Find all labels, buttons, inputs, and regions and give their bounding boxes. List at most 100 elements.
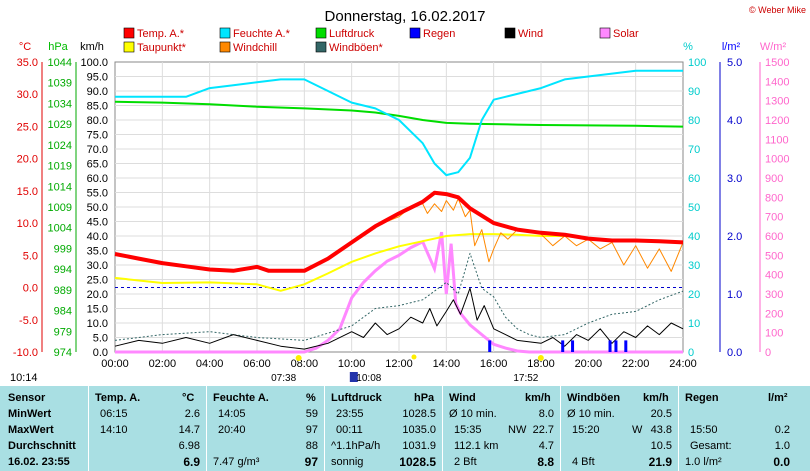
- pressure-tick-label: 1019: [48, 161, 72, 173]
- weather-chart: Donnerstag, 16.02.2017 © Weber Mike Temp…: [12, 5, 806, 384]
- series-temp: [114, 190, 684, 273]
- wind-unit: km/h: [525, 392, 551, 404]
- series-windchill: [327, 198, 684, 272]
- temp-tick-label: 35.0: [17, 57, 38, 69]
- solar-tick-label: 1200: [765, 115, 789, 127]
- solar-tick-label: 800: [765, 192, 783, 204]
- wind-header: Wind: [449, 392, 476, 404]
- humidity-max-time: 20:40: [218, 424, 246, 436]
- legend-swatch-regen: [409, 27, 421, 39]
- legend-swatch-windb-en: [315, 41, 327, 53]
- legend-label-windchill: Windchill: [233, 42, 277, 54]
- rain-bar: [614, 340, 618, 352]
- rain-total-value: 1.0: [774, 440, 790, 452]
- temp-tick-label: 5.0: [23, 250, 38, 262]
- pressure-tick-label: 1024: [48, 140, 72, 152]
- wind-run: 112.1 km: [454, 440, 499, 452]
- time-tick-label: 02:00: [149, 358, 177, 370]
- humidity-tick-label: 50: [688, 202, 700, 214]
- column-divider: [678, 386, 679, 471]
- wind-tick-label: 20.0: [87, 289, 108, 301]
- pressure-tick-label: 994: [54, 264, 72, 276]
- time-tick-label: 00:00: [101, 358, 129, 370]
- gust-max-value: 43.8: [650, 424, 672, 436]
- humidity-tick-label: 20: [688, 289, 700, 301]
- legend-swatch-luftdruck: [315, 27, 327, 39]
- series-solar: [115, 231, 683, 354]
- temp-tick-label: -10.0: [13, 347, 38, 359]
- temp-avg-value: 6.98: [178, 440, 200, 452]
- rain-tick-label: 2.0: [727, 231, 742, 243]
- pressure-trend: ^1.1hPa/h: [331, 440, 381, 452]
- legend-swatch-wind: [504, 27, 516, 39]
- rain-axis-unit: l/m²: [722, 41, 741, 53]
- legend-label-taupunkt: Taupunkt*: [137, 42, 187, 54]
- legend-swatch-feuchte-a: [219, 27, 231, 39]
- column-divider: [442, 386, 443, 471]
- wind-avg10-value: 8.0: [538, 408, 554, 420]
- sensor-header: Sensor: [8, 392, 46, 404]
- pressure-avg-value: 1031.9: [402, 440, 436, 452]
- solar-tick-label: 300: [765, 289, 783, 301]
- weather-condition: sonnig: [331, 456, 364, 468]
- humidity-tick-label: 40: [688, 231, 700, 243]
- time-tick-label: 06:00: [243, 358, 271, 370]
- temp-tick-label: 0.0: [23, 283, 38, 295]
- moonset-time: 10:08: [356, 373, 381, 384]
- wind-tick-label: 40.0: [87, 231, 108, 243]
- solar-tick-label: 200: [765, 308, 783, 320]
- humidity-max-value: 97: [305, 424, 318, 436]
- chart-series: [114, 69, 684, 354]
- credit-label: © Weber Mike: [749, 5, 806, 15]
- wind-avg-label: Ø 10 min.: [449, 408, 497, 420]
- wind-max-time: 15:35: [454, 424, 482, 436]
- humidity-tick-label: 30: [688, 260, 700, 272]
- wind-tick-label: 60.0: [87, 173, 108, 185]
- column-divider: [560, 386, 561, 471]
- temp-axis-unit: °C: [19, 41, 31, 53]
- column-divider: [324, 386, 325, 471]
- temp-max-value: 14.7: [178, 424, 200, 436]
- legend-swatch-solar: [599, 27, 611, 39]
- pressure-tick-label: 1014: [48, 181, 72, 193]
- sunset-icon: [537, 355, 544, 361]
- rain-tick-label: 0.0: [727, 347, 742, 359]
- legend-swatch-windchill: [219, 41, 231, 53]
- solar-tick-label: 100: [765, 328, 783, 340]
- pressure-tick-label: 1034: [48, 98, 72, 110]
- legend-label-feuchte-a: Feuchte A.*: [233, 28, 291, 40]
- wind-tick-label: 100.0: [80, 57, 108, 69]
- wind-tick-label: 10.0: [87, 318, 108, 330]
- rain-current-value: 0.0: [773, 455, 790, 469]
- legend-label-regen: Regen: [423, 28, 455, 40]
- time-tick-label: 10:00: [338, 358, 366, 370]
- wind-tick-label: 5.0: [93, 333, 108, 345]
- gust-avg-label: Ø 10 min.: [567, 408, 615, 420]
- pressure-min-time: 23:55: [336, 408, 364, 420]
- moon-icon: [349, 372, 358, 382]
- temp-min-time: 06:15: [100, 408, 128, 420]
- pressure-tick-label: 999: [54, 243, 72, 255]
- temp-tick-label: 20.0: [17, 154, 38, 166]
- wind-current-value: 8.8: [537, 455, 554, 469]
- humidity-tick-label: 80: [688, 115, 700, 127]
- summary-table: Sensor MinWert MaxWert Durchschnitt 16.0…: [0, 386, 810, 471]
- temp-tick-label: 30.0: [17, 89, 38, 101]
- humidity-unit: %: [306, 392, 316, 404]
- pressure-current-value: 1028.5: [399, 455, 436, 469]
- chart-legend: Temp. A.* Feuchte A.* Luftdruck Regen Wind So…: [123, 27, 639, 54]
- temp-tick-label: -5.0: [19, 315, 38, 327]
- time-tick-label: 18:00: [527, 358, 555, 370]
- legend-label-luftdruck: Luftdruck: [329, 28, 375, 40]
- humidity-tick-label: 70: [688, 144, 700, 156]
- solar-noon-icon: [411, 354, 417, 360]
- legend-swatch-taupunkt: [123, 41, 135, 53]
- pressure-tick-label: 989: [54, 285, 72, 297]
- wind-tick-label: 65.0: [87, 159, 108, 171]
- pressure-tick-label: 1029: [48, 119, 72, 131]
- pressure-min-value: 1028.5: [402, 408, 436, 420]
- rain-bar: [608, 340, 612, 352]
- humidity-avg-value: 88: [305, 440, 318, 452]
- rain-bar: [561, 340, 565, 352]
- time-tick-label: 12:00: [385, 358, 413, 370]
